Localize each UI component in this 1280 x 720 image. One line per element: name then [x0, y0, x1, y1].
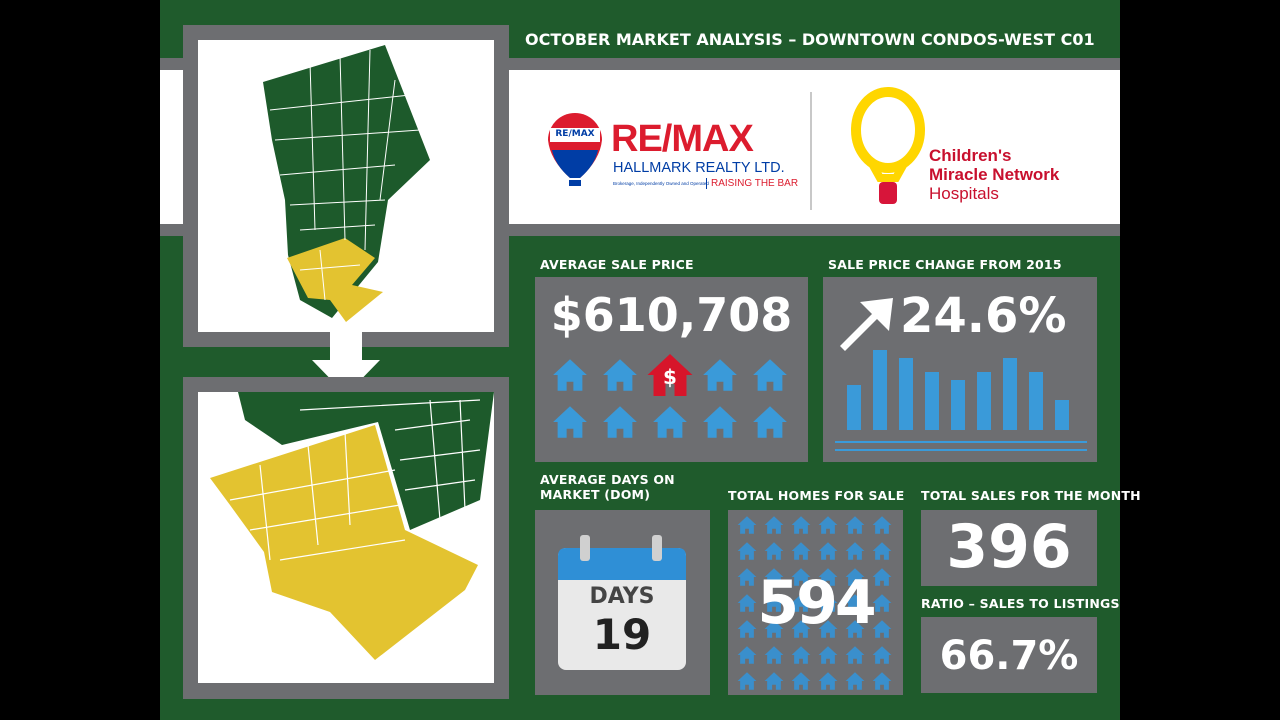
region — [238, 392, 494, 530]
stat-value: 396 — [946, 512, 1072, 582]
region — [263, 45, 430, 318]
decorative-bar — [873, 350, 887, 430]
zoom-map — [210, 392, 494, 660]
decorative-bar — [847, 385, 861, 430]
decorative-bar — [1029, 372, 1043, 430]
house-icons: $ — [553, 354, 787, 438]
house-icon-text: $ — [663, 365, 677, 389]
stat-value: 66.7% — [939, 633, 1079, 679]
decorative-bar — [1003, 358, 1017, 430]
arrow-up — [840, 298, 893, 351]
remax-badge: RE/MAX — [555, 129, 595, 139]
decorative-bar — [1055, 400, 1069, 430]
stat-value: $610,708 — [550, 288, 793, 342]
calendar-unit: DAYS — [589, 584, 655, 609]
remax-note: Brokerage, Independently Owned and Opera… — [613, 181, 709, 186]
remax-name: RE/MAX — [611, 118, 754, 160]
stat-label: TOTAL SALES FOR THE MONTH — [921, 488, 1141, 503]
arrow-down — [312, 330, 380, 395]
cmn-logo — [851, 87, 925, 204]
region-highlight — [210, 425, 478, 660]
stat-value: 19 — [592, 610, 652, 659]
cmn-line: Miracle Network — [929, 165, 1060, 184]
remax-balloon — [548, 113, 602, 186]
stat-label: SALE PRICE CHANGE FROM 2015 — [828, 257, 1062, 272]
stat-value: 594 — [757, 568, 876, 638]
decorative-bar — [977, 372, 991, 430]
decorative-bar — [925, 372, 939, 430]
stat-label: AVERAGE DAYS ON MARKET (DOM) — [540, 472, 675, 502]
stat-label: TOTAL HOMES FOR SALE — [728, 488, 905, 503]
stat-label: RATIO – SALES TO LISTINGS — [921, 596, 1120, 611]
cmn-text: Children's Miracle Network Hospitals — [929, 146, 1059, 203]
decorative-bar — [899, 358, 913, 430]
cmn-line: Children's — [929, 146, 1012, 165]
calendar — [558, 535, 686, 670]
region-highlight — [287, 238, 383, 322]
panel — [921, 617, 1097, 693]
title: OCTOBER MARKET ANALYSIS – DOWNTOWN CONDO… — [525, 30, 1095, 49]
remax-tagline: RAISING THE BAR — [706, 178, 798, 189]
stat-value: 24.6% — [900, 288, 1067, 344]
decorative-bars — [847, 350, 1069, 430]
remax-subtitle: HALLMARK REALTY LTD. — [613, 160, 785, 176]
decorative-bar — [951, 380, 965, 430]
panel — [921, 510, 1097, 586]
cmn-line: Hospitals — [929, 184, 999, 203]
stat-label: AVERAGE SALE PRICE — [540, 257, 694, 272]
divider — [810, 92, 812, 210]
city-map — [263, 45, 430, 322]
